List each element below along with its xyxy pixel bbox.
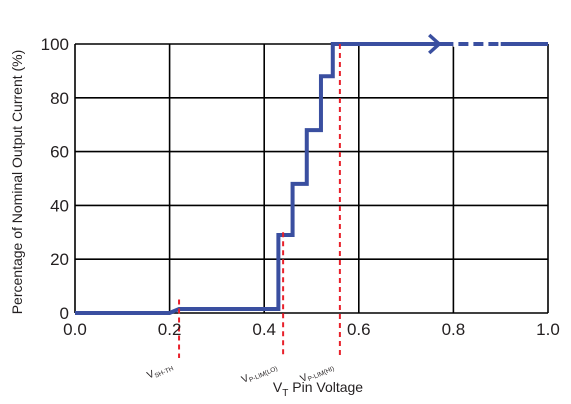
grid [74, 43, 549, 314]
y-tick-label: 20 [50, 250, 69, 269]
series-arrow [428, 33, 442, 55]
x-tick-label: 0.6 [347, 320, 371, 339]
x-tick-labels: 0.0 0.2 0.4 0.6 0.8 1.0 [63, 320, 560, 339]
x-tick-label: 0.8 [442, 320, 466, 339]
y-axis-label: Percentage of Nominal Output Current (%) [9, 50, 25, 315]
series-line-0 [75, 42, 548, 315]
y-tick-labels: 0 20 40 60 80 100 [41, 35, 69, 323]
x-axis-label-main: V [273, 379, 283, 395]
y-tick-label: 40 [50, 196, 69, 215]
marker-label-sub: SH-TH [154, 365, 175, 380]
y-tick-label: 0 [60, 304, 69, 323]
series-layer [75, 33, 548, 315]
y-tick-label: 100 [41, 35, 69, 54]
marker-label-main: V [299, 372, 310, 385]
marker-label-main: V [146, 369, 157, 382]
x-axis-label-rest: Pin Voltage [288, 379, 363, 395]
marker-label-0: VSH-TH [146, 361, 175, 383]
marker-label-main: V [240, 373, 251, 386]
x-tick-label: 0.2 [158, 320, 182, 339]
x-axis-label-sub: T [282, 388, 288, 399]
x-tick-label: 0.4 [252, 320, 276, 339]
x-tick-label: 1.0 [536, 320, 560, 339]
x-axis-label: VT Pin Voltage [273, 379, 363, 399]
y-tick-label: 80 [50, 89, 69, 108]
y-tick-label: 60 [50, 143, 69, 162]
x-tick-label: 0.0 [63, 320, 87, 339]
